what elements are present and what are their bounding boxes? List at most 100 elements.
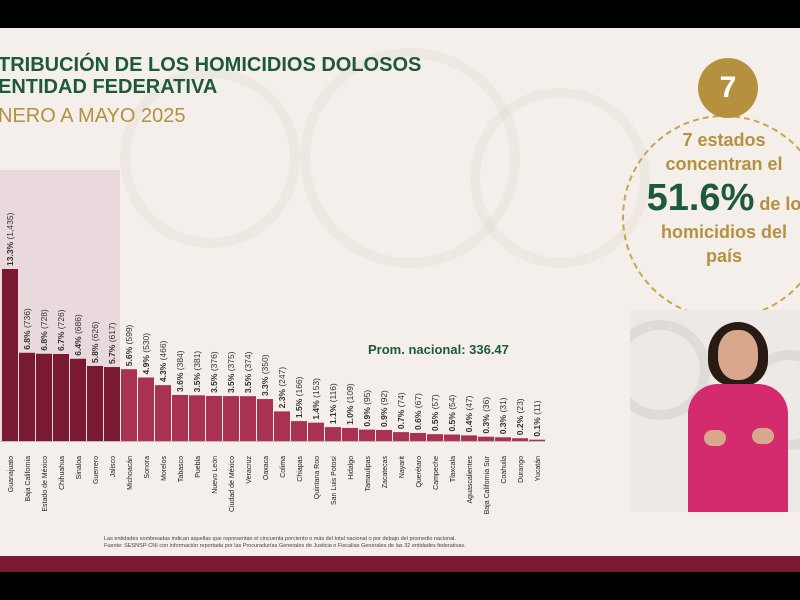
- title-line-1: TRIBUCIÓN DE LOS HOMICIDIOS DOLOSOS: [0, 54, 422, 76]
- pct-label-6: 5.7%: [107, 342, 117, 364]
- average-label: Prom. nacional: 336.47: [368, 342, 509, 357]
- category-label-23: Nayarit: [399, 456, 406, 478]
- count-label-17: (166): [294, 376, 304, 396]
- count-label-27: (47): [464, 395, 474, 410]
- count-label-1: (736): [22, 308, 32, 328]
- pct-label-31: 0.1%: [532, 415, 542, 437]
- interpreter-body: [688, 384, 788, 512]
- value-label-26: 0.5% (54): [447, 394, 457, 431]
- count-label-8: (530): [141, 333, 151, 353]
- category-label-2: Estado de México: [42, 456, 49, 512]
- value-label-24: 0.6% (67): [413, 393, 423, 430]
- bar-12: [206, 395, 222, 441]
- bar-27: [461, 435, 477, 441]
- pct-label-23: 0.7%: [396, 407, 406, 429]
- highlight-badge: 7: [698, 58, 758, 118]
- bar-19: [325, 427, 341, 441]
- bar-25: [427, 434, 443, 441]
- interpreter-hand-right: [752, 428, 774, 444]
- value-label-2: 6.8% (728): [39, 309, 49, 351]
- bar-8: [138, 377, 154, 441]
- msg-line-4: homicidios del: [660, 222, 788, 242]
- count-label-25: (57): [430, 394, 440, 409]
- count-label-0: (1,435): [5, 212, 15, 239]
- value-label-30: 0.2% (23): [515, 398, 525, 435]
- pct-label-4: 6.4%: [73, 334, 83, 356]
- category-label-21: Tamaulipas: [365, 456, 372, 492]
- value-label-11: 3.5% (381): [192, 351, 202, 393]
- bar-16: [274, 411, 290, 441]
- count-label-29: (31): [498, 397, 508, 412]
- pct-label-17: 1.5%: [294, 396, 304, 418]
- count-label-18: (153): [311, 378, 321, 398]
- pct-label-0: 13.3%: [5, 240, 15, 266]
- bar-3: [53, 353, 69, 441]
- pct-label-27: 0.4%: [464, 411, 474, 433]
- highlight-message: 7 estados concentran el 51.6% de lo homi…: [634, 128, 800, 268]
- pct-label-15: 3.3%: [260, 374, 270, 396]
- value-label-10: 3.6% (384): [175, 350, 185, 392]
- count-label-11: (381): [192, 351, 202, 371]
- value-label-8: 4.9% (530): [141, 333, 151, 375]
- pct-label-3: 6.7%: [56, 329, 66, 351]
- count-label-5: (626): [90, 321, 100, 341]
- msg-line-5: país: [705, 246, 743, 266]
- pct-label-30: 0.2%: [515, 413, 525, 435]
- value-label-0: 13.3% (1,435): [5, 212, 15, 266]
- bar-6: [104, 367, 120, 441]
- value-label-18: 1.4% (153): [311, 378, 321, 420]
- value-label-1: 6.8% (736): [22, 308, 32, 350]
- bar-4: [70, 358, 86, 441]
- count-label-9: (466): [158, 340, 168, 360]
- msg-line-3: 51.6% de lo: [634, 176, 800, 220]
- category-label-7: Michoacán: [127, 456, 134, 490]
- pct-label-18: 1.4%: [311, 398, 321, 420]
- value-label-5: 5.8% (626): [90, 321, 100, 363]
- bar-2: [36, 353, 52, 441]
- bar-11: [189, 395, 205, 441]
- bar-17: [291, 421, 307, 441]
- value-label-15: 3.3% (350): [260, 354, 270, 396]
- bar-24: [410, 432, 426, 441]
- count-label-30: (23): [515, 398, 525, 413]
- value-label-29: 0.3% (31): [498, 397, 508, 434]
- value-label-9: 4.3% (466): [158, 340, 168, 382]
- category-label-4: Sinaloa: [76, 456, 83, 479]
- bar-0: [2, 269, 18, 441]
- bar-14: [240, 396, 256, 441]
- footnote-2: Fuente: SESNSP-CNI con información repor…: [104, 543, 466, 549]
- top-letterbox: [0, 0, 800, 28]
- bar-22: [376, 429, 392, 441]
- pct-label-14: 3.5%: [243, 371, 253, 393]
- pct-label-10: 3.6%: [175, 370, 185, 392]
- category-label-24: Querétaro: [416, 456, 423, 488]
- pct-label-22: 0.9%: [379, 405, 389, 427]
- bar-7: [121, 369, 137, 441]
- chart-title: TRIBUCIÓN DE LOS HOMICIDIOS DOLOSOS ENTI…: [0, 54, 421, 98]
- count-label-15: (350): [260, 354, 270, 374]
- category-label-19: San Luis Potosí: [331, 456, 338, 505]
- interpreter-hand-left: [704, 430, 726, 446]
- count-label-13: (375): [226, 351, 236, 371]
- category-label-22: Zacatecas: [382, 456, 389, 489]
- count-label-4: (686): [73, 314, 83, 334]
- category-label-14: Veracruz: [246, 456, 253, 484]
- value-label-7: 5.6% (599): [124, 324, 134, 366]
- value-label-14: 3.5% (374): [243, 351, 253, 393]
- bar-28: [478, 436, 494, 441]
- count-label-23: (74): [396, 392, 406, 407]
- pct-label-20: 1.0%: [345, 403, 355, 425]
- count-label-3: (726): [56, 309, 66, 329]
- category-label-26: Tlaxcala: [450, 456, 457, 482]
- bar-29: [495, 437, 511, 441]
- pct-label-21: 0.9%: [362, 405, 372, 427]
- bar-21: [359, 429, 375, 441]
- count-label-19: (116): [328, 383, 338, 402]
- category-label-13: Ciudad de México: [229, 456, 236, 512]
- category-label-30: Durango: [518, 456, 525, 483]
- chart-subtitle: NERO A MAYO 2025: [0, 105, 186, 127]
- count-label-6: (617): [107, 322, 117, 342]
- value-label-23: 0.7% (74): [396, 392, 406, 429]
- interpreter-face: [718, 330, 758, 380]
